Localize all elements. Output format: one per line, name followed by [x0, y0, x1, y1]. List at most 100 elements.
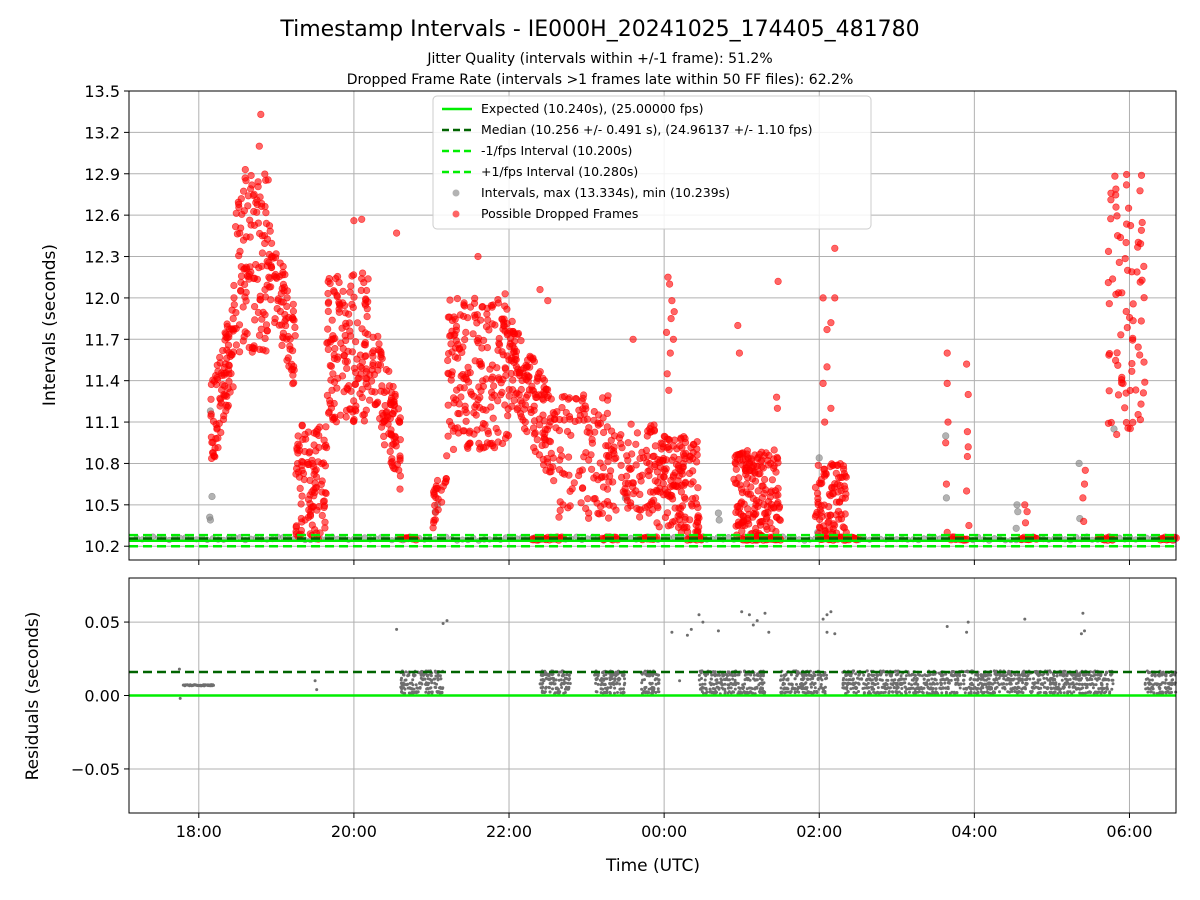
residual-point [849, 687, 853, 691]
dropped-frame-point [591, 428, 599, 436]
residual-point [865, 678, 868, 682]
residual-point [598, 678, 602, 682]
residual-point [1036, 678, 1040, 682]
residual-point [650, 673, 654, 677]
residual-point [992, 678, 996, 682]
residual-point [822, 673, 826, 677]
residual-point [967, 691, 971, 695]
dropped-frame-point [236, 348, 244, 356]
residual-point [439, 686, 443, 690]
intervals-x-ticks [198, 560, 1130, 565]
dropped-frame-point [254, 178, 262, 186]
dropped-frame-point [1138, 218, 1146, 227]
residual-point [440, 690, 444, 694]
dropped-frame-point [559, 501, 567, 509]
dropped-frame-point [682, 449, 690, 458]
dropped-frame-point [1121, 404, 1129, 412]
residual-point [934, 690, 938, 694]
dropped-frame-point [240, 187, 248, 195]
residual-point [883, 683, 887, 687]
residual-point [940, 682, 943, 685]
dropped-frame-point [273, 274, 281, 282]
dropped-frame-point [229, 315, 237, 323]
residual-point [1152, 691, 1156, 695]
dropped-frame-point [475, 383, 483, 391]
dropped-frame-point [681, 523, 689, 531]
dropped-frame-point [944, 418, 952, 426]
dropped-frame-point [334, 272, 342, 281]
interval-point [1075, 459, 1083, 468]
dropped-frame-point [599, 428, 608, 437]
residual-point [1164, 678, 1168, 682]
dropped-frame-point [1134, 243, 1142, 251]
residual-point [1046, 672, 1050, 676]
residual-point [1071, 685, 1075, 689]
residual-point [1004, 678, 1008, 682]
residual-point [894, 690, 898, 694]
residual-point [685, 633, 689, 637]
residual-point [958, 686, 962, 690]
dropped-frame-point [470, 409, 478, 417]
dropped-frame-point [456, 384, 464, 392]
residual-point [1102, 678, 1106, 682]
dropped-frame-point [1080, 480, 1089, 488]
residual-point [756, 673, 760, 677]
residual-point [1092, 691, 1096, 695]
dropped-frame-point [396, 456, 404, 465]
residual-point [747, 672, 751, 676]
residual-point [718, 673, 721, 677]
residual-point [976, 687, 980, 690]
residual-point [1100, 690, 1104, 694]
residual-point [1169, 687, 1173, 691]
residual-point [941, 686, 945, 690]
residual-point [1044, 691, 1048, 695]
interval-point [1012, 524, 1020, 532]
dropped-frame-point [1137, 317, 1145, 325]
dropped-frame-point [942, 439, 950, 447]
dropped-frame-point [1128, 367, 1136, 375]
dropped-frame-point [297, 514, 305, 523]
residual-point [564, 676, 568, 680]
dropped-frame-point [1121, 255, 1129, 263]
dropped-frame-point [598, 473, 606, 481]
dropped-frame-point [1105, 351, 1113, 359]
dropped-frame-point [1137, 171, 1146, 179]
dropped-frame-point [344, 385, 352, 393]
residual-point [1065, 678, 1069, 682]
residual-point [643, 690, 647, 694]
residual-point [608, 682, 612, 685]
residual-point [543, 669, 547, 673]
residual-point [1024, 687, 1027, 691]
dropped-frame-point [339, 287, 347, 295]
dropped-frame-point [241, 328, 249, 336]
dropped-frame-point [471, 357, 479, 365]
x-axis-label: Time (UTC) [605, 856, 700, 876]
residual-point [972, 691, 976, 695]
residual-point [1148, 671, 1152, 674]
dropped-frame-point [353, 355, 361, 363]
residual-point [419, 673, 423, 677]
dropped-frame-point [1104, 279, 1112, 287]
residual-point [729, 681, 733, 685]
dropped-frame-point [1124, 204, 1133, 212]
dropped-frame-point [582, 505, 590, 513]
residual-point [425, 674, 429, 678]
dropped-frame-point [263, 327, 271, 335]
dropped-frame-point [361, 339, 369, 347]
residual-point [1158, 686, 1162, 690]
residual-point [712, 682, 716, 686]
residual-point [926, 678, 930, 682]
dropped-frame-point [374, 366, 382, 374]
residual-point [1012, 677, 1016, 681]
dropped-frame-point [738, 527, 746, 535]
residual-point [1170, 690, 1174, 694]
residual-point [1169, 674, 1173, 678]
dropped-frame-point [609, 502, 617, 510]
dropped-frame-point [774, 277, 782, 286]
dropped-frame-point [558, 404, 566, 412]
residual-point [1005, 682, 1009, 686]
residual-point [825, 673, 828, 677]
residual-point [829, 610, 833, 614]
dropped-frame-point [213, 425, 221, 433]
dropped-frame-point [819, 294, 827, 302]
